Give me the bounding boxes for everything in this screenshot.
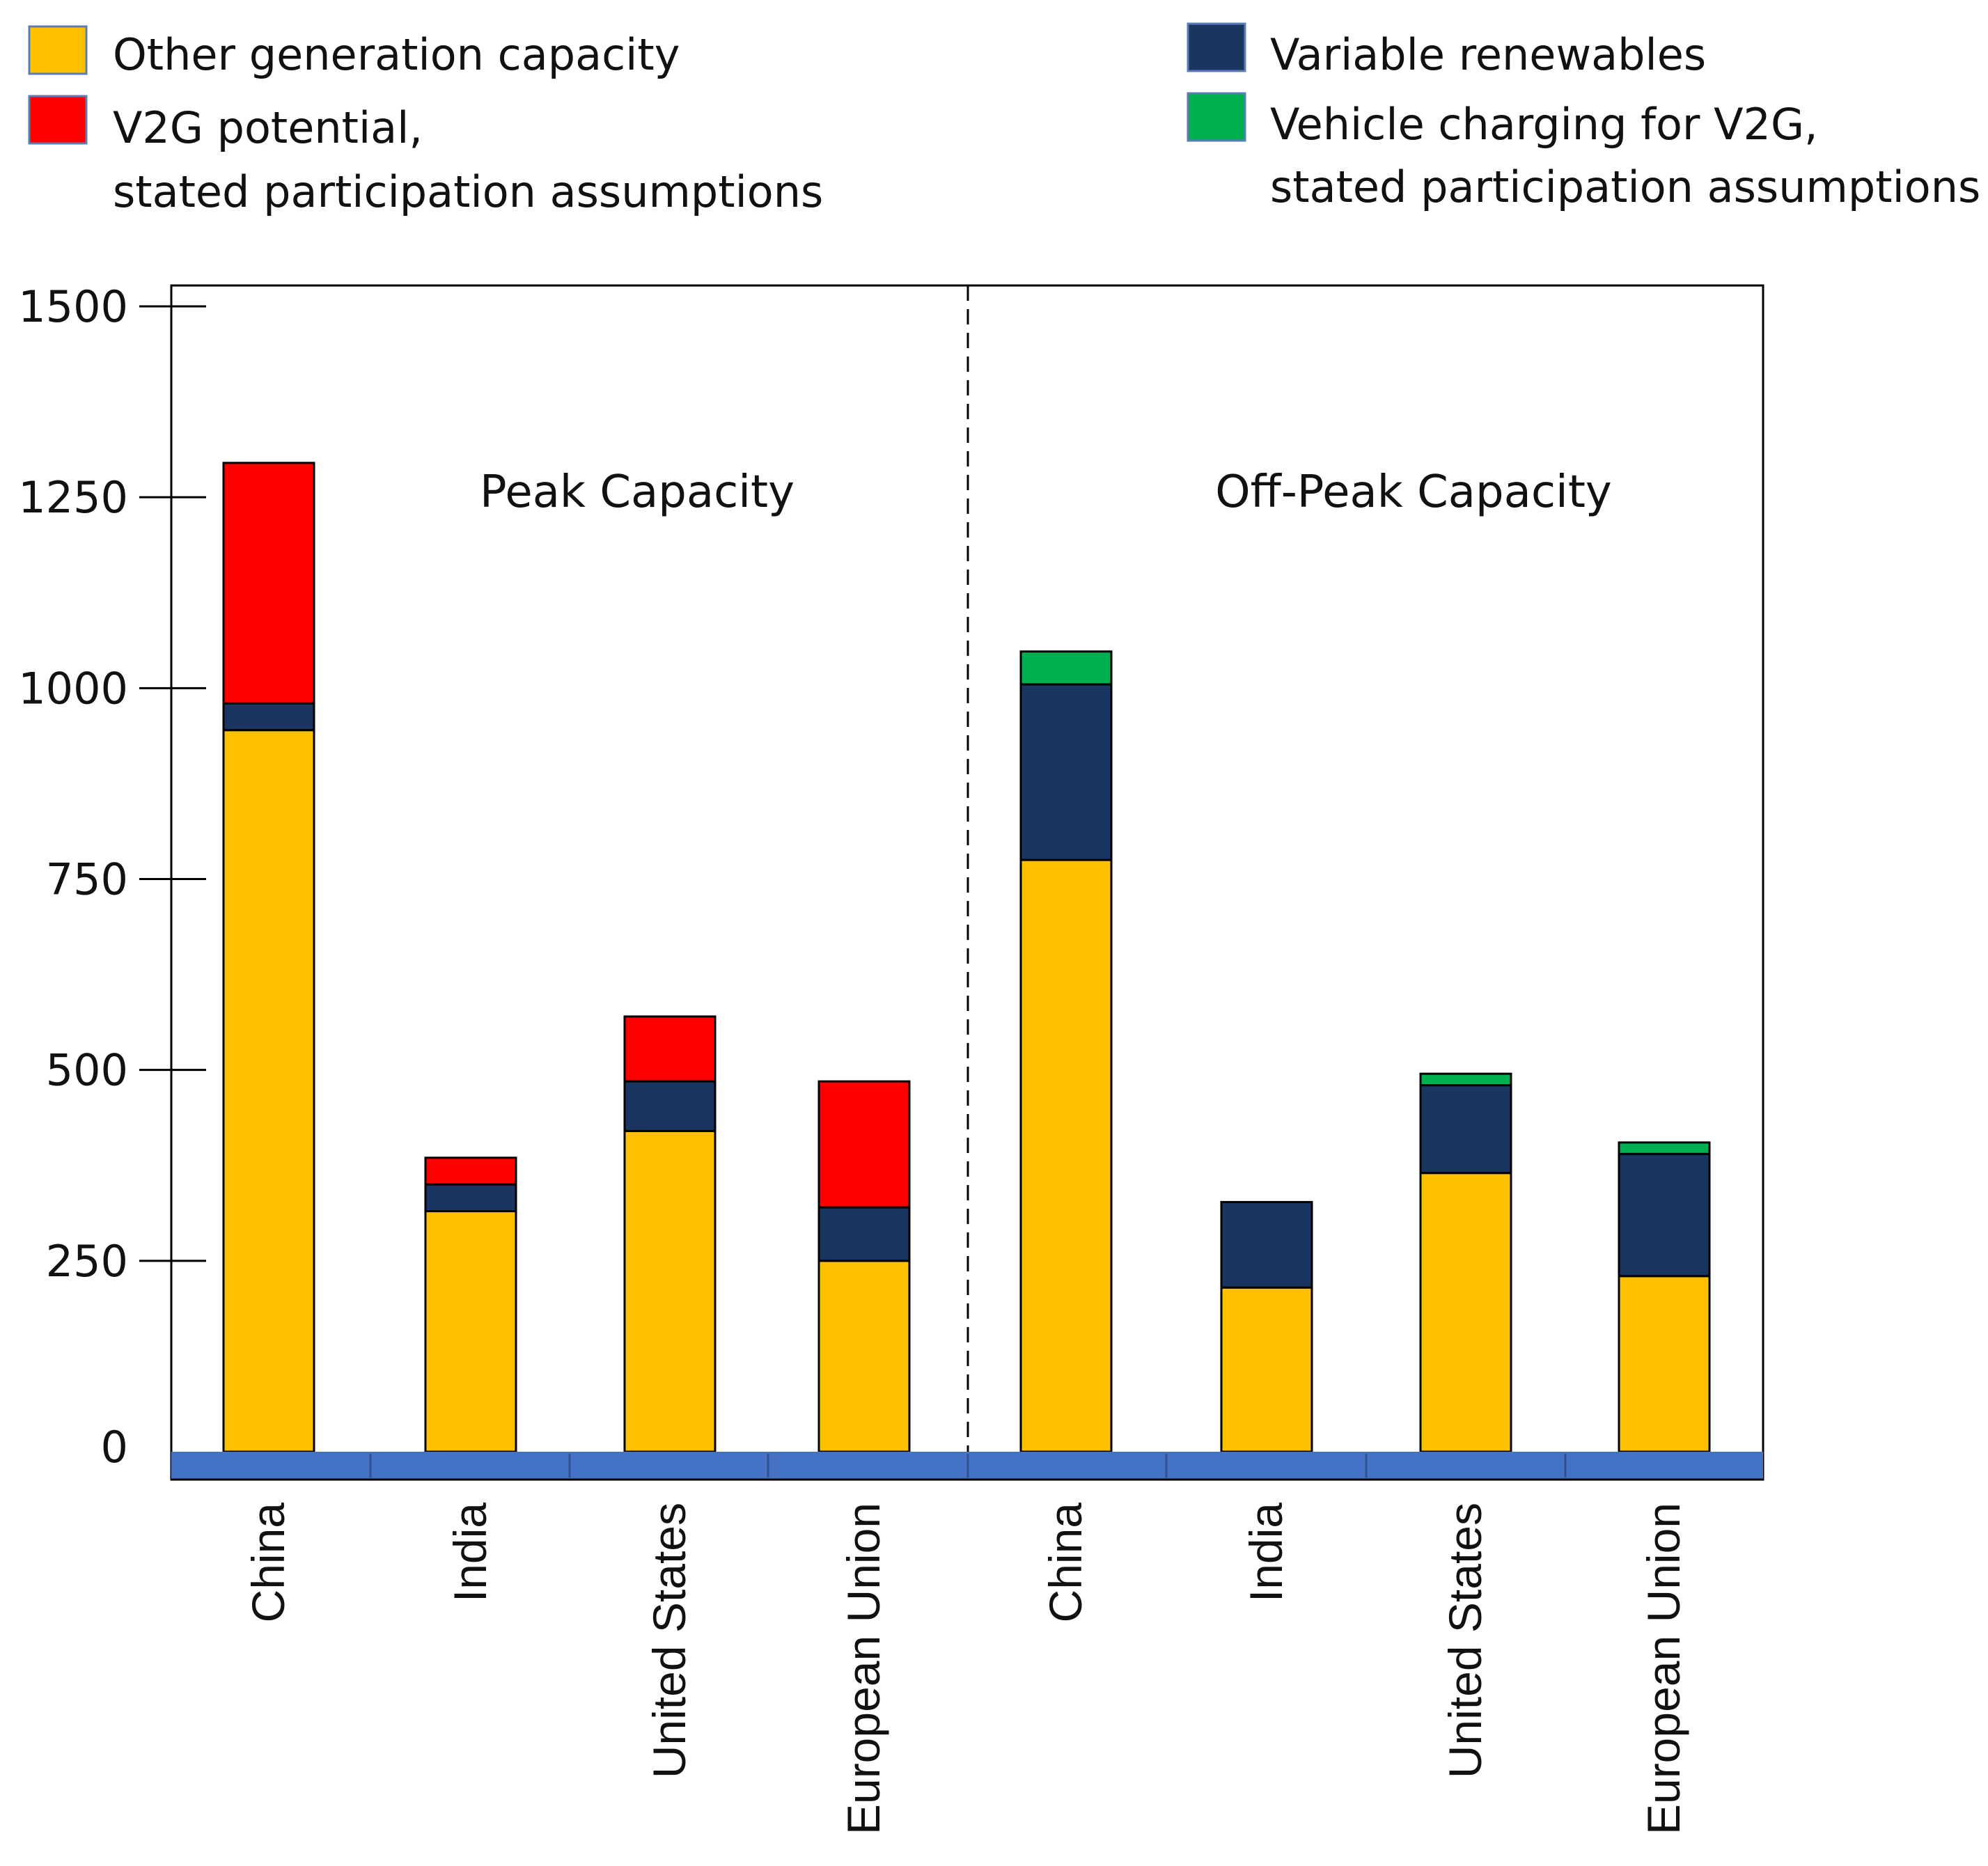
bar-china-other-generation-capacity	[1019, 858, 1113, 1453]
legend-swatch	[1187, 22, 1246, 72]
x-tick-label-india: India	[444, 1503, 496, 1602]
bar-european-union-vehicle-charging-for-v2g-stated-participation-assumptions	[1618, 1141, 1711, 1155]
legend-label: stated participation assumptions	[1270, 162, 1980, 212]
x-tick-label-european-union: European Union	[1638, 1503, 1689, 1835]
bar-european-union-variable-renewables	[817, 1206, 911, 1262]
bar-stack-china	[1019, 650, 1113, 1453]
legend-label: stated participation assumptions	[113, 166, 823, 217]
bar-china-v2g-potential-stated-participation-assumptions	[222, 462, 315, 705]
bar-stack-india	[1220, 1200, 1313, 1453]
y-tick-label: 0	[101, 1422, 128, 1473]
x-tick-label-european-union: European Union	[838, 1503, 889, 1835]
bar-china-variable-renewables	[1019, 683, 1113, 861]
bars	[222, 462, 1711, 1453]
bar-united-states-variable-renewables	[623, 1080, 717, 1132]
bar-european-union-other-generation-capacity	[817, 1260, 911, 1453]
legend-label: Other generation capacity	[113, 29, 680, 80]
legend-item-v2g-potential: V2G potential, stated participation assum…	[28, 95, 823, 217]
legend-item-vehicle-charging-for-v2g: Vehicle charging for V2G, stated particip…	[1187, 92, 1980, 212]
legend-swatch	[28, 25, 88, 75]
bar-stack-european-union	[1618, 1141, 1711, 1453]
group-title-off-peak-capacity: Off-Peak Capacity	[1215, 466, 1612, 518]
bar-china-vehicle-charging-for-v2g-stated-participation-assumptions	[1019, 650, 1113, 686]
bar-india-other-generation-capacity	[1220, 1286, 1313, 1453]
bar-european-union-v2g-potential-stated-participation-assumptions	[817, 1080, 911, 1209]
y-tick-label: 1250	[18, 472, 128, 523]
y-tick-label: 750	[46, 854, 128, 905]
bar-stack-united-states	[1419, 1072, 1512, 1453]
legend-item-variable-renewables: Variable renewables	[1187, 22, 1706, 80]
bar-china-variable-renewables	[222, 702, 315, 732]
y-tick-label: 1500	[18, 281, 128, 332]
bar-india-variable-renewables	[1220, 1200, 1313, 1289]
legend-swatch	[28, 95, 88, 145]
x-tick-label-china: China	[1040, 1503, 1091, 1623]
legend-swatch	[1187, 92, 1246, 142]
x-tick-label-india: India	[1240, 1503, 1292, 1602]
bar-united-states-vehicle-charging-for-v2g-stated-participation-assumptions	[1419, 1072, 1512, 1087]
bar-stack-european-union	[817, 1080, 911, 1453]
legend-label: Vehicle charging for V2G,	[1270, 99, 1818, 150]
bar-european-union-other-generation-capacity	[1618, 1275, 1711, 1453]
labels: Peak Capacity Off-Peak Capacity China India…	[242, 466, 1689, 1835]
bar-united-states-variable-renewables	[1419, 1084, 1512, 1175]
legend-label: Variable renewables	[1270, 29, 1706, 80]
bar-india-v2g-potential-stated-participation-assumptions	[424, 1157, 517, 1186]
x-tick-label-china: China	[242, 1503, 294, 1623]
legend-item-other-generation-capacity: Other generation capacity	[28, 25, 680, 80]
bar-india-other-generation-capacity	[424, 1210, 517, 1453]
bar-india-variable-renewables	[424, 1183, 517, 1213]
bar-european-union-variable-renewables	[1618, 1152, 1711, 1278]
bar-stack-united-states	[623, 1015, 717, 1453]
axis: 0 250 500 750 1000 1250 1500	[18, 281, 1763, 1481]
x-tick-label-united-states: United States	[643, 1503, 695, 1778]
bar-stack-india	[424, 1157, 517, 1453]
y-tick-label: 250	[46, 1236, 128, 1287]
x-tick-label-united-states: United States	[1439, 1503, 1491, 1778]
bar-china-other-generation-capacity	[222, 729, 315, 1453]
bar-united-states-other-generation-capacity	[623, 1129, 717, 1453]
y-tick-label: 1000	[18, 663, 128, 714]
group-title-peak-capacity: Peak Capacity	[480, 466, 795, 518]
bar-stack-china	[222, 462, 315, 1453]
plot-area	[170, 284, 1764, 1481]
bar-united-states-v2g-potential-stated-participation-assumptions	[623, 1015, 717, 1083]
legend-label: V2G potential,	[113, 102, 423, 153]
y-tick-label: 500	[46, 1045, 128, 1096]
legend: Other generation capacity V2G potential, s…	[28, 22, 1980, 217]
bar-united-states-other-generation-capacity	[1419, 1172, 1512, 1453]
